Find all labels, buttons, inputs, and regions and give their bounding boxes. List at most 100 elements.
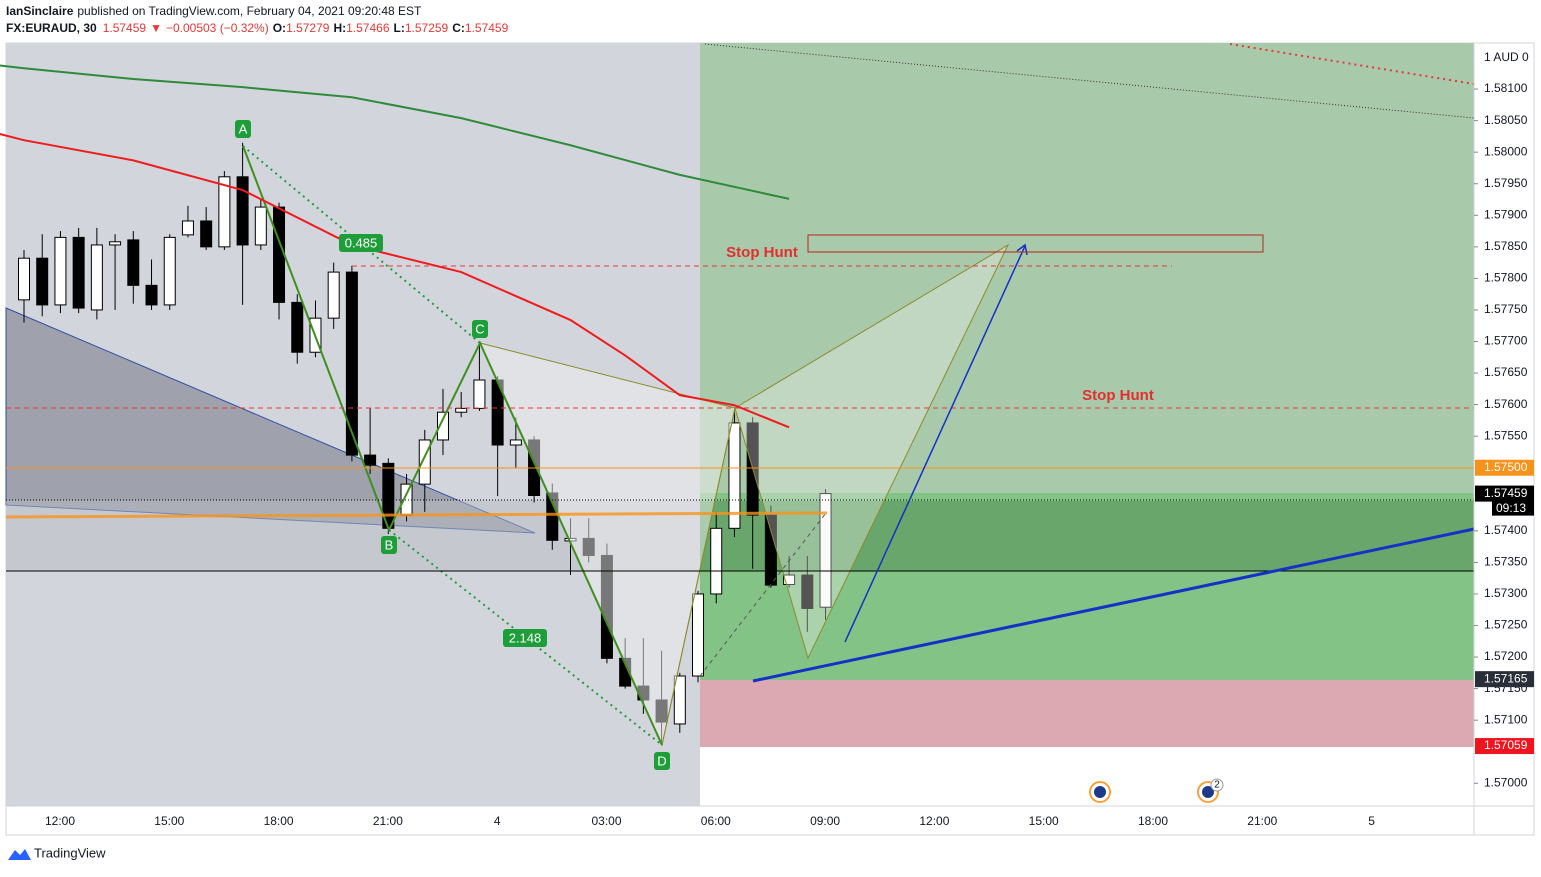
y-tick-label: 1.57750 xyxy=(1484,302,1528,316)
x-tick-label: 12:00 xyxy=(45,814,75,828)
c-label: C: xyxy=(452,21,465,35)
price-badge-label: 1.57459 xyxy=(1484,486,1528,500)
arrow xyxy=(844,245,1026,643)
label-box xyxy=(235,120,251,138)
candle-body xyxy=(218,176,231,248)
last: 1.57459 xyxy=(103,21,147,35)
published: published on TradingView.com, February 0… xyxy=(77,4,422,18)
price-badge xyxy=(1475,459,1534,476)
axes: 1.58100 1.58050 1.58000 1.57950 1.57900 1.578… xyxy=(45,81,1534,828)
price-badge xyxy=(1475,485,1534,502)
candle-body xyxy=(18,257,30,301)
y-tick-label: 1.57600 xyxy=(1484,397,1528,411)
stop-hunt: Stop Hunt xyxy=(726,244,798,261)
trend-line xyxy=(752,527,1475,683)
x-tick-label: 12:00 xyxy=(919,814,949,828)
logo xyxy=(8,849,31,860)
candle-body xyxy=(418,439,431,485)
label-box xyxy=(339,234,383,252)
target-zone-upper xyxy=(700,43,1474,493)
label-text: C xyxy=(475,321,484,336)
candle-body xyxy=(36,257,49,306)
candle-body xyxy=(801,574,814,609)
candle-body xyxy=(509,439,522,446)
l-label: L: xyxy=(394,21,405,35)
candle-body xyxy=(54,236,67,306)
pattern-shade xyxy=(734,243,1010,660)
author: IanSinclaire xyxy=(6,4,74,18)
candle-body xyxy=(127,239,140,286)
candle-body xyxy=(327,271,340,319)
candle-body xyxy=(364,454,377,466)
hunt-box xyxy=(807,234,1264,253)
countdown: 09:13 xyxy=(1496,501,1526,515)
ratio-line xyxy=(388,529,663,746)
candle-body xyxy=(145,284,158,306)
label-text: A xyxy=(239,121,248,136)
header: IanSinclaire published on TradingView.com… xyxy=(6,4,422,18)
y-tick-label: 1.57200 xyxy=(1484,649,1528,663)
pattern-labels: A B C D 0.485 2.148 xyxy=(235,120,670,770)
candle-body xyxy=(236,176,249,246)
level-line xyxy=(5,511,828,519)
candle-body xyxy=(163,236,176,306)
label-text: D xyxy=(657,753,666,768)
y-tick-label: 1.57850 xyxy=(1484,239,1528,253)
close: 1.57459 xyxy=(465,21,509,35)
h-label: H: xyxy=(333,21,346,35)
candle-body xyxy=(673,675,686,725)
symbol-line: FX:EURAUD, 30 1.57459 ▼ −0.00503 (−0.32%) O:… xyxy=(6,21,509,35)
stop-zone xyxy=(700,680,1474,747)
moving-averages xyxy=(0,64,790,429)
candle-body xyxy=(254,206,267,246)
label-box xyxy=(472,320,488,338)
price-badge-label: 1.57059 xyxy=(1484,738,1528,752)
event-count: 2 xyxy=(1214,780,1220,791)
event-badge xyxy=(1210,778,1224,792)
moving-average xyxy=(0,133,790,429)
dashed-line xyxy=(699,512,827,677)
y-tick-label: 1.57700 xyxy=(1484,334,1528,348)
candle-body xyxy=(291,301,304,353)
y-tick-label: 1.58000 xyxy=(1484,144,1528,158)
candle-body xyxy=(473,379,486,409)
axis-top-label: 1 AUD 0 xyxy=(1484,50,1529,64)
low: 1.57259 xyxy=(405,21,449,35)
candle-body xyxy=(72,236,85,309)
candle-body xyxy=(200,220,213,248)
candle-body xyxy=(819,493,832,608)
change: −0.00503 (−0.32%) xyxy=(166,21,269,35)
y-tick-label: 1.57350 xyxy=(1484,555,1528,569)
moving-average xyxy=(0,64,790,200)
x-tick-label: 15:00 xyxy=(1029,814,1059,828)
x-tick-label: 09:00 xyxy=(810,814,840,828)
label-text: 2.148 xyxy=(509,630,542,645)
label-box xyxy=(503,629,547,647)
y-tick-label: 1.57100 xyxy=(1484,712,1528,726)
y-tick-label: 1.57000 xyxy=(1484,775,1528,789)
label-box xyxy=(654,752,670,770)
y-tick-label: 1.57950 xyxy=(1484,176,1528,190)
pattern-line xyxy=(242,145,663,746)
y-tick-label: 1.58100 xyxy=(1484,81,1528,95)
x-tick-label: 21:00 xyxy=(373,814,403,828)
candle-body xyxy=(273,206,286,303)
x-tick-label: 4 xyxy=(494,814,501,828)
label-text: 0.485 xyxy=(345,235,378,250)
y-tick-label: 1.57250 xyxy=(1484,618,1528,632)
y-tick-label: 1.57900 xyxy=(1484,207,1528,221)
brand: TradingView xyxy=(34,845,106,860)
candle-body xyxy=(455,407,468,413)
candle-body xyxy=(692,593,705,677)
symbol: FX:EURAUD, 30 xyxy=(6,21,97,35)
flag xyxy=(1094,786,1106,798)
x-tick-label: 5 xyxy=(1368,814,1375,828)
price-badge xyxy=(1475,671,1534,688)
price-badge-label: 1.57165 xyxy=(1484,671,1528,685)
candle-body xyxy=(710,527,723,595)
x-tick-label: 03:00 xyxy=(591,814,621,828)
x-tick-label: 15:00 xyxy=(154,814,184,828)
candle-body xyxy=(783,574,796,585)
label-text: B xyxy=(385,537,394,552)
